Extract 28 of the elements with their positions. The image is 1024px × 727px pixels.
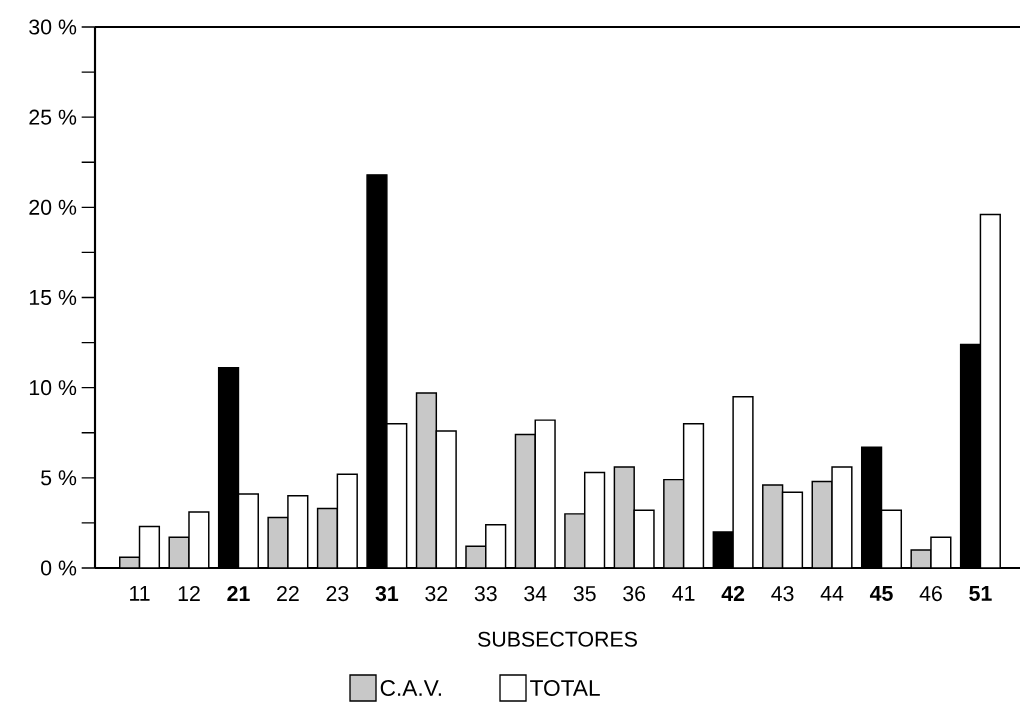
x-tick-label: 42: [721, 586, 745, 601]
x-axis-title: SUBSECTORES: [478, 631, 637, 647]
y-tick-label: 10 %: [29, 380, 77, 396]
x-tick-label: 12: [178, 586, 200, 601]
y-tick-label: 25 %: [29, 109, 77, 125]
y-tick-label: 15 %: [29, 289, 77, 305]
legend-label: TOTAL: [530, 679, 600, 697]
x-tick-label: 33: [474, 586, 497, 602]
x-tick-label: 31: [375, 586, 399, 602]
x-tick-label: 43: [771, 586, 794, 602]
x-tick-label: 23: [326, 586, 349, 602]
x-tick-label: 11: [130, 586, 150, 601]
x-tick-label: 46: [919, 586, 942, 602]
y-tick-label: 20 %: [29, 199, 77, 215]
legend-label: C.A.V.: [380, 679, 441, 697]
x-tick-label: 21: [227, 586, 250, 601]
x-tick-label: 36: [623, 586, 646, 602]
x-tick-label: 32: [425, 586, 448, 602]
x-tick-label: 44: [820, 586, 844, 601]
x-tick-label: 35: [573, 586, 596, 602]
y-tick-label: 30 %: [29, 19, 77, 35]
x-tick-label: 34: [524, 586, 547, 602]
x-tick-label: 51: [969, 586, 992, 601]
x-tick-label: 22: [277, 586, 299, 601]
x-tick-label: 45: [869, 586, 893, 601]
x-tick-label: 41: [672, 586, 695, 601]
y-tick-label: 5 %: [41, 470, 77, 486]
y-tick-label: 0 %: [41, 560, 77, 576]
